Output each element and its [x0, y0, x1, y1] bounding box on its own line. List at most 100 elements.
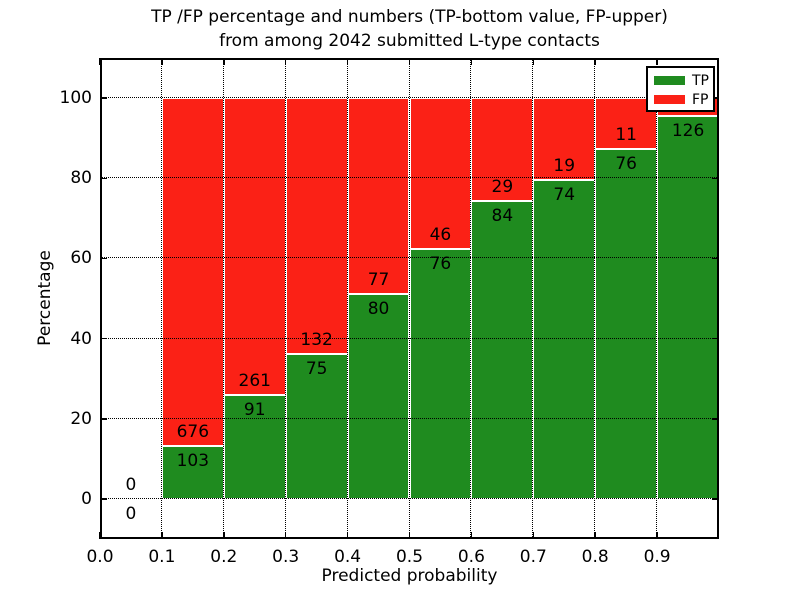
- x-tick-label: 0.4: [334, 547, 362, 567]
- bar-segment-tp: [161, 446, 224, 499]
- y-tick-mark-right: [712, 337, 719, 340]
- bar-label-tp: 0: [125, 503, 137, 524]
- bar-label-fp: 19: [553, 155, 576, 176]
- vertical-gridline: [532, 58, 534, 539]
- bar-label-fp: 132: [300, 329, 333, 350]
- horizontal-gridline: [100, 177, 719, 179]
- y-tick-label: 80: [70, 168, 92, 189]
- x-tick-mark-top: [408, 58, 411, 65]
- x-tick-mark: [346, 532, 349, 539]
- vertical-gridline: [160, 58, 162, 539]
- bar-label-fp: 29: [491, 177, 514, 198]
- x-tick-mark-top: [161, 58, 163, 65]
- x-tick-mark-top: [284, 58, 287, 65]
- bar-segment-fp: [161, 98, 224, 446]
- horizontal-gridline: [100, 497, 719, 499]
- chart-title-line2: from among 2042 submitted L-type contact…: [219, 31, 600, 51]
- bar-label-fp: 261: [238, 371, 271, 392]
- chart-title: TP /FP percentage and numbers (TP-bottom…: [100, 5, 719, 53]
- x-tick-mark: [408, 532, 411, 539]
- x-tick-mark: [284, 532, 287, 539]
- x-tick-mark: [594, 532, 596, 539]
- x-tick-label: 0.1: [148, 547, 176, 567]
- bar-segment-tp: [657, 116, 719, 499]
- bar-label-tp: 84: [491, 206, 514, 227]
- y-tick-mark: [100, 97, 107, 99]
- bar-segment-tp: [471, 201, 534, 499]
- y-tick-label: 20: [70, 408, 92, 429]
- y-tick-mark-right: [712, 97, 719, 99]
- x-tick-mark-top: [532, 58, 535, 65]
- bar-label-fp: 0: [125, 474, 137, 495]
- chart-title-line1: TP /FP percentage and numbers (TP-bottom…: [151, 7, 668, 27]
- x-tick-mark: [99, 532, 101, 539]
- plot-area: 0 0 676 103 261 91 132 75 77 80 46 76 29 84 19 74 11 76 12…: [99, 58, 719, 539]
- x-tick-label: 0.5: [395, 547, 424, 567]
- bar-label-tp: 75: [305, 358, 328, 379]
- x-tick-mark: [161, 532, 163, 539]
- x-tick-mark-top: [594, 58, 596, 65]
- bar-label-tp: 91: [243, 400, 266, 421]
- x-tick-label: 0.9: [643, 547, 671, 567]
- bar-label-fp: 11: [615, 124, 637, 145]
- x-tick-label: 0.0: [86, 547, 114, 567]
- bar-segment-fp: [471, 98, 534, 202]
- vertical-gridline: [470, 58, 472, 539]
- bar-segment-tp: [409, 249, 472, 499]
- vertical-gridline: [594, 58, 596, 539]
- legend-item: TP: [654, 71, 713, 90]
- y-tick-mark-right: [712, 498, 719, 500]
- x-tick-label: 0.7: [519, 547, 547, 567]
- y-tick-mark-right: [712, 418, 719, 420]
- legend-label: FP: [692, 91, 709, 108]
- vertical-gridline: [408, 58, 410, 539]
- vertical-gridline: [222, 58, 224, 539]
- bar-segment-fp: [533, 98, 596, 180]
- bar-segment-tp: [595, 148, 658, 499]
- bar-segment-fp: [347, 98, 410, 295]
- bar-label-fp: 676: [176, 422, 210, 442]
- bar-label-tp: 74: [553, 184, 576, 205]
- bar-segment-fp: [285, 98, 348, 354]
- vertical-gridline: [656, 58, 658, 539]
- bar-segment-tp: [533, 179, 596, 499]
- y-tick-mark-right: [712, 257, 719, 260]
- horizontal-gridline: [100, 417, 719, 419]
- x-tick-label: 0.6: [457, 547, 485, 567]
- y-tick-label: 40: [70, 328, 92, 349]
- bar-segment-fp: [223, 98, 286, 396]
- bar-segment-tp: [347, 294, 410, 499]
- y-tick-mark: [100, 337, 107, 340]
- x-tick-label: 0.8: [581, 547, 609, 567]
- y-tick-label: 0: [81, 488, 92, 509]
- legend-swatch-tp: [654, 76, 685, 85]
- bar-label-tp: 103: [176, 451, 210, 471]
- y-tick-mark-right: [712, 177, 719, 179]
- legend-label: TP: [692, 72, 709, 89]
- x-axis-label: Predicted probability: [321, 566, 498, 586]
- x-tick-label: 0.3: [272, 547, 300, 567]
- bar-label-tp: 80: [367, 299, 390, 320]
- legend-swatch-fp: [654, 95, 685, 104]
- x-tick-mark-top: [656, 58, 658, 65]
- bar-label-tp: 126: [671, 121, 705, 142]
- y-tick-label: 100: [59, 88, 92, 109]
- x-tick-mark-top: [223, 58, 225, 65]
- y-tick-mark: [100, 257, 107, 260]
- vertical-gridline: [284, 58, 286, 539]
- bar-label-fp: 77: [367, 270, 390, 291]
- horizontal-gridline: [100, 257, 719, 259]
- legend-item: FP: [654, 90, 713, 109]
- x-tick-mark: [470, 532, 473, 539]
- bar-segment-tp: [223, 395, 286, 499]
- x-tick-mark: [656, 532, 658, 539]
- legend: TP FP: [646, 66, 715, 112]
- bar-label-tp: 76: [615, 153, 637, 174]
- horizontal-gridline: [100, 97, 719, 99]
- x-tick-mark-top: [470, 58, 473, 65]
- x-tick-mark: [532, 532, 535, 539]
- bar-label-tp: 76: [429, 254, 452, 275]
- horizontal-gridline: [100, 337, 719, 339]
- y-tick-mark: [100, 177, 107, 179]
